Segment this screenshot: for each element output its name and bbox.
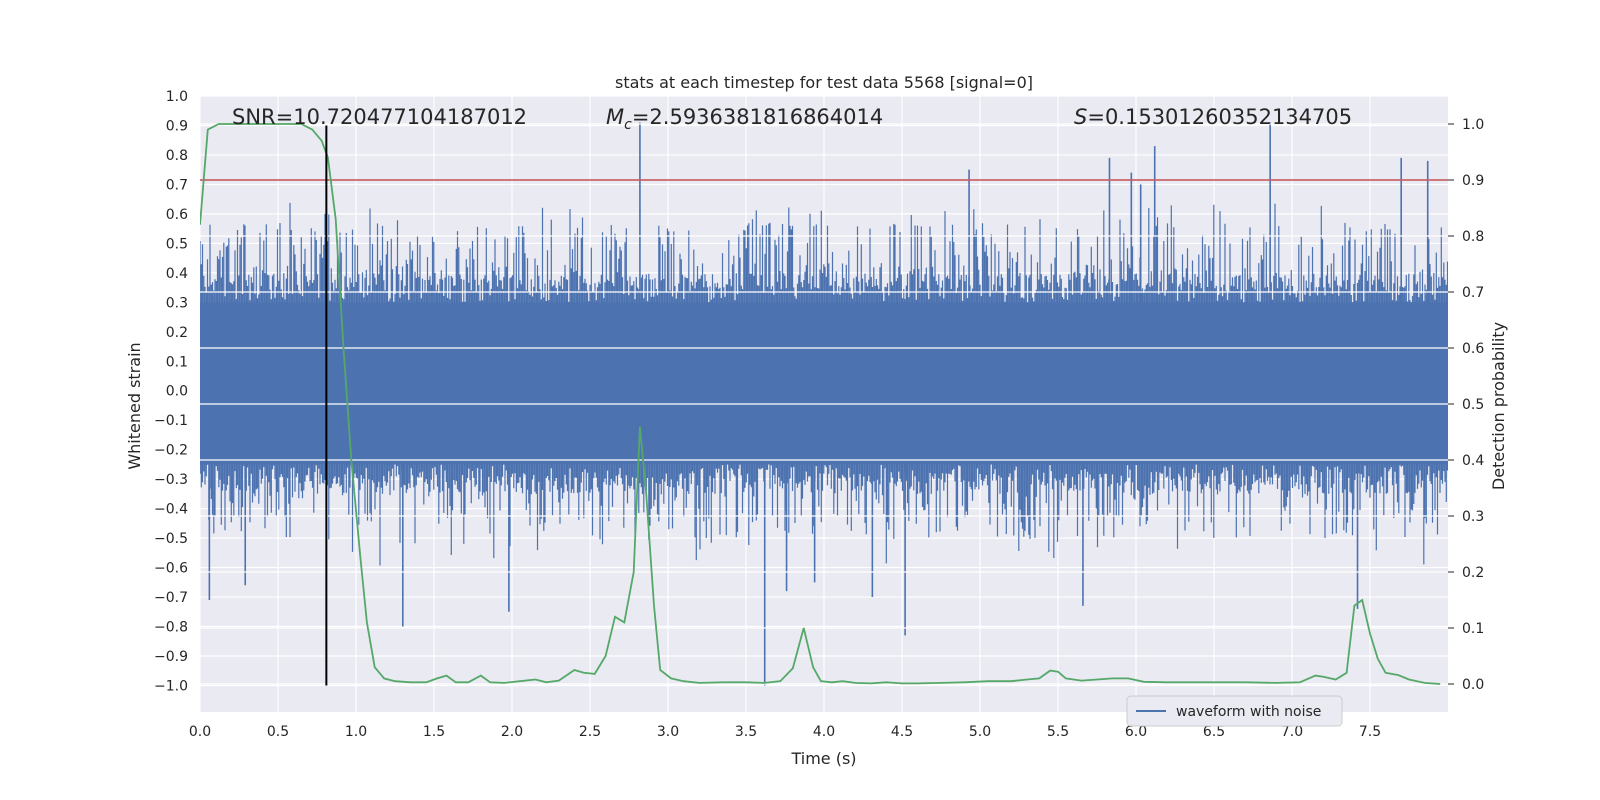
x-tick-label: 6.0 xyxy=(1125,724,1147,740)
x-tick-label: 7.0 xyxy=(1281,724,1303,740)
right-axis-grid xyxy=(200,123,1448,685)
right-y-tick-label: 1.0 xyxy=(1462,117,1484,133)
left-y-tick-label: −0.1 xyxy=(154,413,188,429)
right-y-tick-label: 0.6 xyxy=(1462,341,1484,357)
s-annotation: S=0.15301260352134705 xyxy=(1074,105,1352,129)
right-y-tick-label: 0.3 xyxy=(1462,509,1484,525)
left-y-tick-label: 0.1 xyxy=(166,354,188,370)
left-y-tick-label: 0.2 xyxy=(166,325,188,341)
left-y-axis-ticks: 1.0 0.9 0.8 0.7 0.6 0.5 0.4 0.3 0.2 0.1 0.0 −0.1 −0.… xyxy=(154,89,188,694)
right-y-axis-label: Detection probability xyxy=(1489,322,1508,490)
left-y-tick-label: 1.0 xyxy=(166,89,188,105)
right-y-tick-label: 0.8 xyxy=(1462,229,1484,245)
left-y-tick-label: −0.6 xyxy=(154,561,188,577)
right-y-tick-label: 0.9 xyxy=(1462,173,1484,189)
s-symbol: S xyxy=(1074,105,1087,129)
left-y-tick-label: 0.6 xyxy=(166,207,188,223)
x-tick-label: 5.5 xyxy=(1047,724,1069,740)
right-y-tick-label: 0.2 xyxy=(1462,565,1484,581)
x-axis-ticks: 0.0 0.5 1.0 1.5 2.0 2.5 3.0 3.5 4.0 4.5 5.0 5.5 6.0 6… xyxy=(189,724,1381,740)
x-tick-label: 0.5 xyxy=(267,724,289,740)
x-tick-label: 3.0 xyxy=(657,724,679,740)
x-tick-label: 1.5 xyxy=(423,724,445,740)
left-y-tick-label: −0.2 xyxy=(154,443,188,459)
chart-title: stats at each timestep for test data 556… xyxy=(615,73,1033,92)
x-tick-label: 0.0 xyxy=(189,724,211,740)
left-y-tick-label: 0.7 xyxy=(166,177,188,193)
x-tick-label: 1.0 xyxy=(345,724,367,740)
left-y-tick-label: −0.5 xyxy=(154,531,188,547)
chirp-mass-value: =2.5936381816864014 xyxy=(632,105,883,129)
x-tick-label: 3.5 xyxy=(735,724,757,740)
chirp-mass-symbol: M xyxy=(606,105,624,129)
legend-label-waveform: waveform with noise xyxy=(1176,704,1321,720)
x-tick-label: 6.5 xyxy=(1203,724,1225,740)
right-y-tick-label: 0.4 xyxy=(1462,453,1484,469)
x-tick-label: 2.5 xyxy=(579,724,601,740)
plot-content xyxy=(200,122,1448,686)
left-y-tick-label: 0.9 xyxy=(166,118,188,134)
x-tick-label: 4.0 xyxy=(813,724,835,740)
left-y-tick-label: −0.4 xyxy=(154,502,188,518)
legend: waveform with noise xyxy=(1126,695,1343,727)
x-tick-label: 7.5 xyxy=(1359,724,1381,740)
legend-box xyxy=(1126,695,1343,727)
chirp-mass-annotation: Mc=2.5936381816864014 xyxy=(606,105,883,133)
waveform-with-noise-series xyxy=(200,122,1448,686)
x-tick-label: 5.0 xyxy=(969,724,991,740)
left-y-axis-label: Whitened strain xyxy=(125,342,144,469)
x-axis-label: Time (s) xyxy=(790,749,856,768)
left-y-tick-label: 0.3 xyxy=(166,295,188,311)
s-value: =0.15301260352134705 xyxy=(1087,105,1352,129)
left-y-tick-label: −0.8 xyxy=(154,620,188,636)
right-y-tick-label: 0.5 xyxy=(1462,397,1484,413)
left-y-tick-label: −1.0 xyxy=(154,678,188,694)
left-y-tick-label: 0.0 xyxy=(166,384,188,400)
right-y-tick-label: 0.1 xyxy=(1462,621,1484,637)
chirp-mass-subscript: c xyxy=(624,117,632,133)
left-y-tick-label: 0.8 xyxy=(166,148,188,164)
right-y-axis-ticks: 1.0 0.9 0.8 0.7 0.6 0.5 0.4 0.3 0.2 0.1 0.0 xyxy=(1448,117,1484,693)
x-tick-label: 2.0 xyxy=(501,724,523,740)
right-y-tick-label: 0.0 xyxy=(1462,677,1484,693)
x-tick-label: 4.5 xyxy=(891,724,913,740)
left-y-tick-label: −0.7 xyxy=(154,590,188,606)
left-y-tick-label: −0.9 xyxy=(154,649,188,665)
left-y-tick-label: −0.3 xyxy=(154,472,188,488)
detection-probability-line xyxy=(200,123,1441,685)
left-y-tick-label: 0.4 xyxy=(166,266,188,282)
right-y-tick-label: 0.7 xyxy=(1462,285,1484,301)
snr-annotation: SNR=10.720477104187012 xyxy=(232,105,527,129)
left-y-tick-label: 0.5 xyxy=(166,236,188,252)
